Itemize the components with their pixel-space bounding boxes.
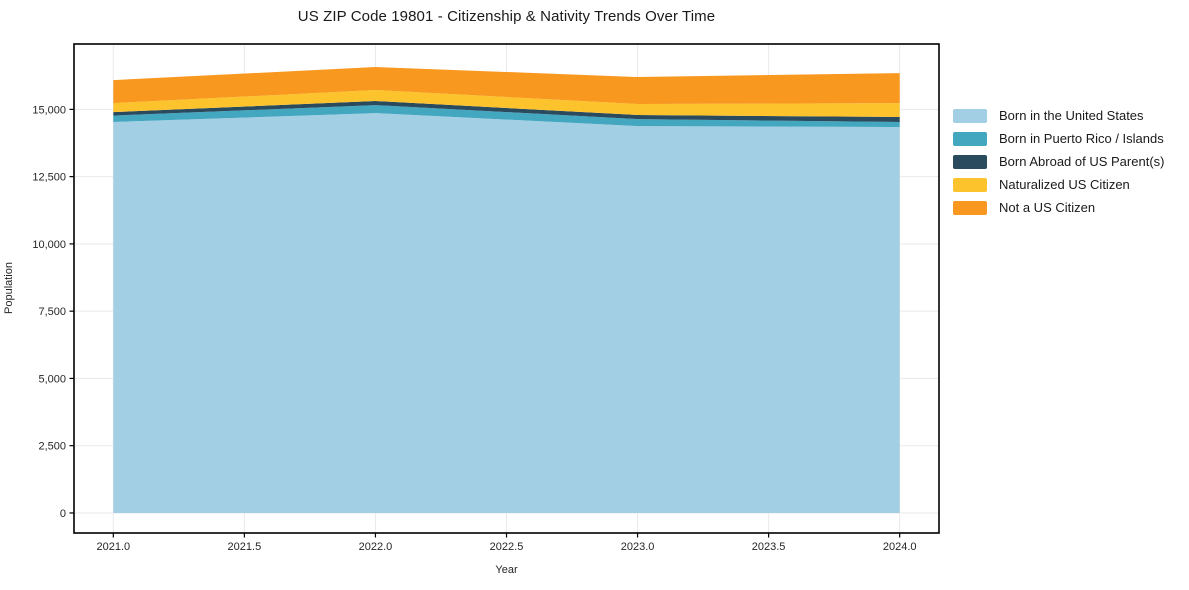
legend-item-naturalized-us-citizen: Naturalized US Citizen: [953, 173, 1164, 196]
area-born-in-the-united-states: [113, 113, 900, 513]
x-tick-label-2024: 2024.0: [883, 541, 917, 553]
x-tick-label-2023: 2023.0: [621, 541, 655, 553]
legend-swatch-born-in-puerto-rico-islands: [953, 131, 987, 146]
legend-swatch-naturalized-us-citizen: [953, 177, 987, 192]
y-axis-label: Population: [3, 262, 15, 314]
x-tick-label-2022: 2022.0: [359, 541, 393, 553]
legend-label-born-in-puerto-rico-islands: Born in Puerto Rico / Islands: [999, 131, 1164, 146]
y-tick-label-12500: 12,500: [32, 172, 66, 184]
legend-swatch-born-in-the-united-states: [953, 108, 987, 123]
y-tick-label-10000: 10,000: [32, 239, 66, 251]
legend-label-born-abroad-of-us-parent-s: Born Abroad of US Parent(s): [999, 154, 1165, 169]
area-born-abroad-of-us-parent-s: [113, 101, 900, 122]
legend-item-born-in-puerto-rico-islands: Born in Puerto Rico / Islands: [953, 127, 1164, 150]
legend-swatch-born-abroad-of-us-parent-s: [953, 154, 987, 169]
legend-item-born-abroad-of-us-parent-s: Born Abroad of US Parent(s): [953, 150, 1164, 173]
area-not-a-us-citizen: [113, 67, 900, 104]
area-born-in-puerto-rico-islands: [113, 105, 900, 127]
chart-title: US ZIP Code 19801 - Citizenship & Nativi…: [297, 8, 716, 25]
y-tick-label-15000: 15,000: [32, 104, 66, 116]
legend-swatch-not-a-us-citizen: [953, 200, 987, 215]
x-tick-label-2021: 2021.0: [96, 541, 130, 553]
x-tick-label-2022.5: 2022.5: [490, 541, 524, 553]
y-tick-label-0: 0: [60, 508, 66, 520]
x-axis-label: Year: [495, 564, 518, 576]
y-tick-label-2500: 2,500: [38, 441, 66, 453]
legend-label-naturalized-us-citizen: Naturalized US Citizen: [999, 177, 1130, 192]
area-naturalized-us-citizen: [113, 90, 900, 117]
legend-label-not-a-us-citizen: Not a US Citizen: [999, 200, 1096, 215]
x-tick-label-2023.5: 2023.5: [752, 541, 786, 553]
legend-item-born-in-the-united-states: Born in the United States: [953, 104, 1164, 127]
legend: Born in the United States Born in Puerto …: [953, 104, 1164, 219]
y-tick-label-5000: 5,000: [38, 373, 66, 385]
y-tick-label-7500: 7,500: [38, 306, 66, 318]
legend-label-born-in-the-united-states: Born in the United States: [999, 108, 1144, 123]
legend-item-not-a-us-citizen: Not a US Citizen: [953, 196, 1164, 219]
x-tick-label-2021.5: 2021.5: [228, 541, 262, 553]
